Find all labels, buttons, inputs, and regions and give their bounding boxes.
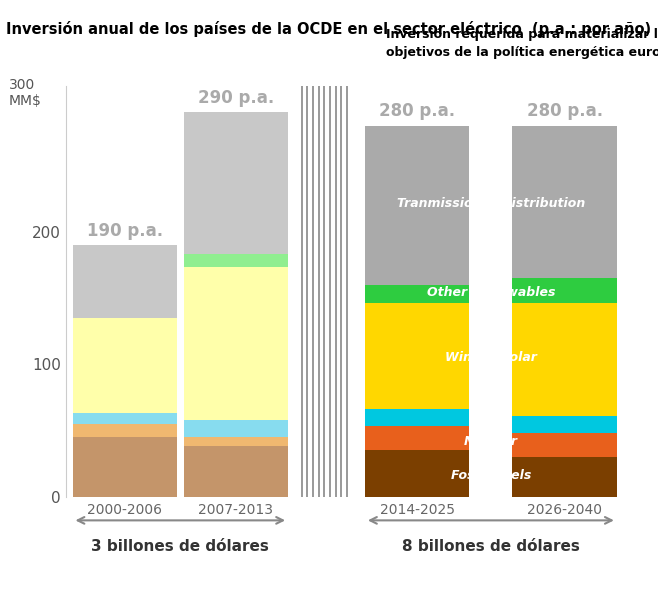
Bar [513,416,617,433]
Bar [365,450,469,497]
Text: 280 p.a.: 280 p.a. [526,102,603,120]
Bar [72,318,177,413]
Text: Other Renewables: Other Renewables [426,286,555,299]
Bar [365,303,469,409]
Text: Nuclear: Nuclear [464,435,518,448]
Text: Tranmission & Distribution: Tranmission & Distribution [397,197,585,210]
Bar [184,112,288,254]
Bar [365,126,469,284]
Bar [365,409,469,426]
Bar [365,284,469,303]
Text: 190 p.a.: 190 p.a. [87,221,163,240]
Bar [513,126,617,278]
Text: 280 p.a.: 280 p.a. [379,102,455,120]
Text: Wind & Solar: Wind & Solar [445,351,537,364]
Text: 3 billones de dólares: 3 billones de dólares [91,539,269,554]
Bar [513,457,617,497]
Bar [72,413,177,424]
Text: Fossil Fuels: Fossil Fuels [451,468,531,481]
Text: 8 billones de dólares: 8 billones de dólares [402,539,580,554]
Bar [184,437,288,446]
Bar [184,267,288,420]
Text: Inversión requerida para materializar los
objetivos de la política energética eu: Inversión requerida para materializar lo… [386,28,658,59]
Bar [513,303,617,416]
Bar [184,446,288,497]
Bar [365,426,469,450]
Bar [513,278,617,303]
Bar [72,424,177,437]
Bar [184,254,288,267]
Bar [72,245,177,318]
Bar [184,420,288,437]
Text: 300
MM$: 300 MM$ [9,78,41,108]
Text: Inversión anual de los países de la OCDE en el sector eléctrico  (p.a.: por año): Inversión anual de los países de la OCDE… [7,21,651,37]
Bar [513,433,617,457]
Text: 290 p.a.: 290 p.a. [197,89,274,107]
Bar [72,437,177,497]
Text: Hydro: Hydro [470,414,512,427]
